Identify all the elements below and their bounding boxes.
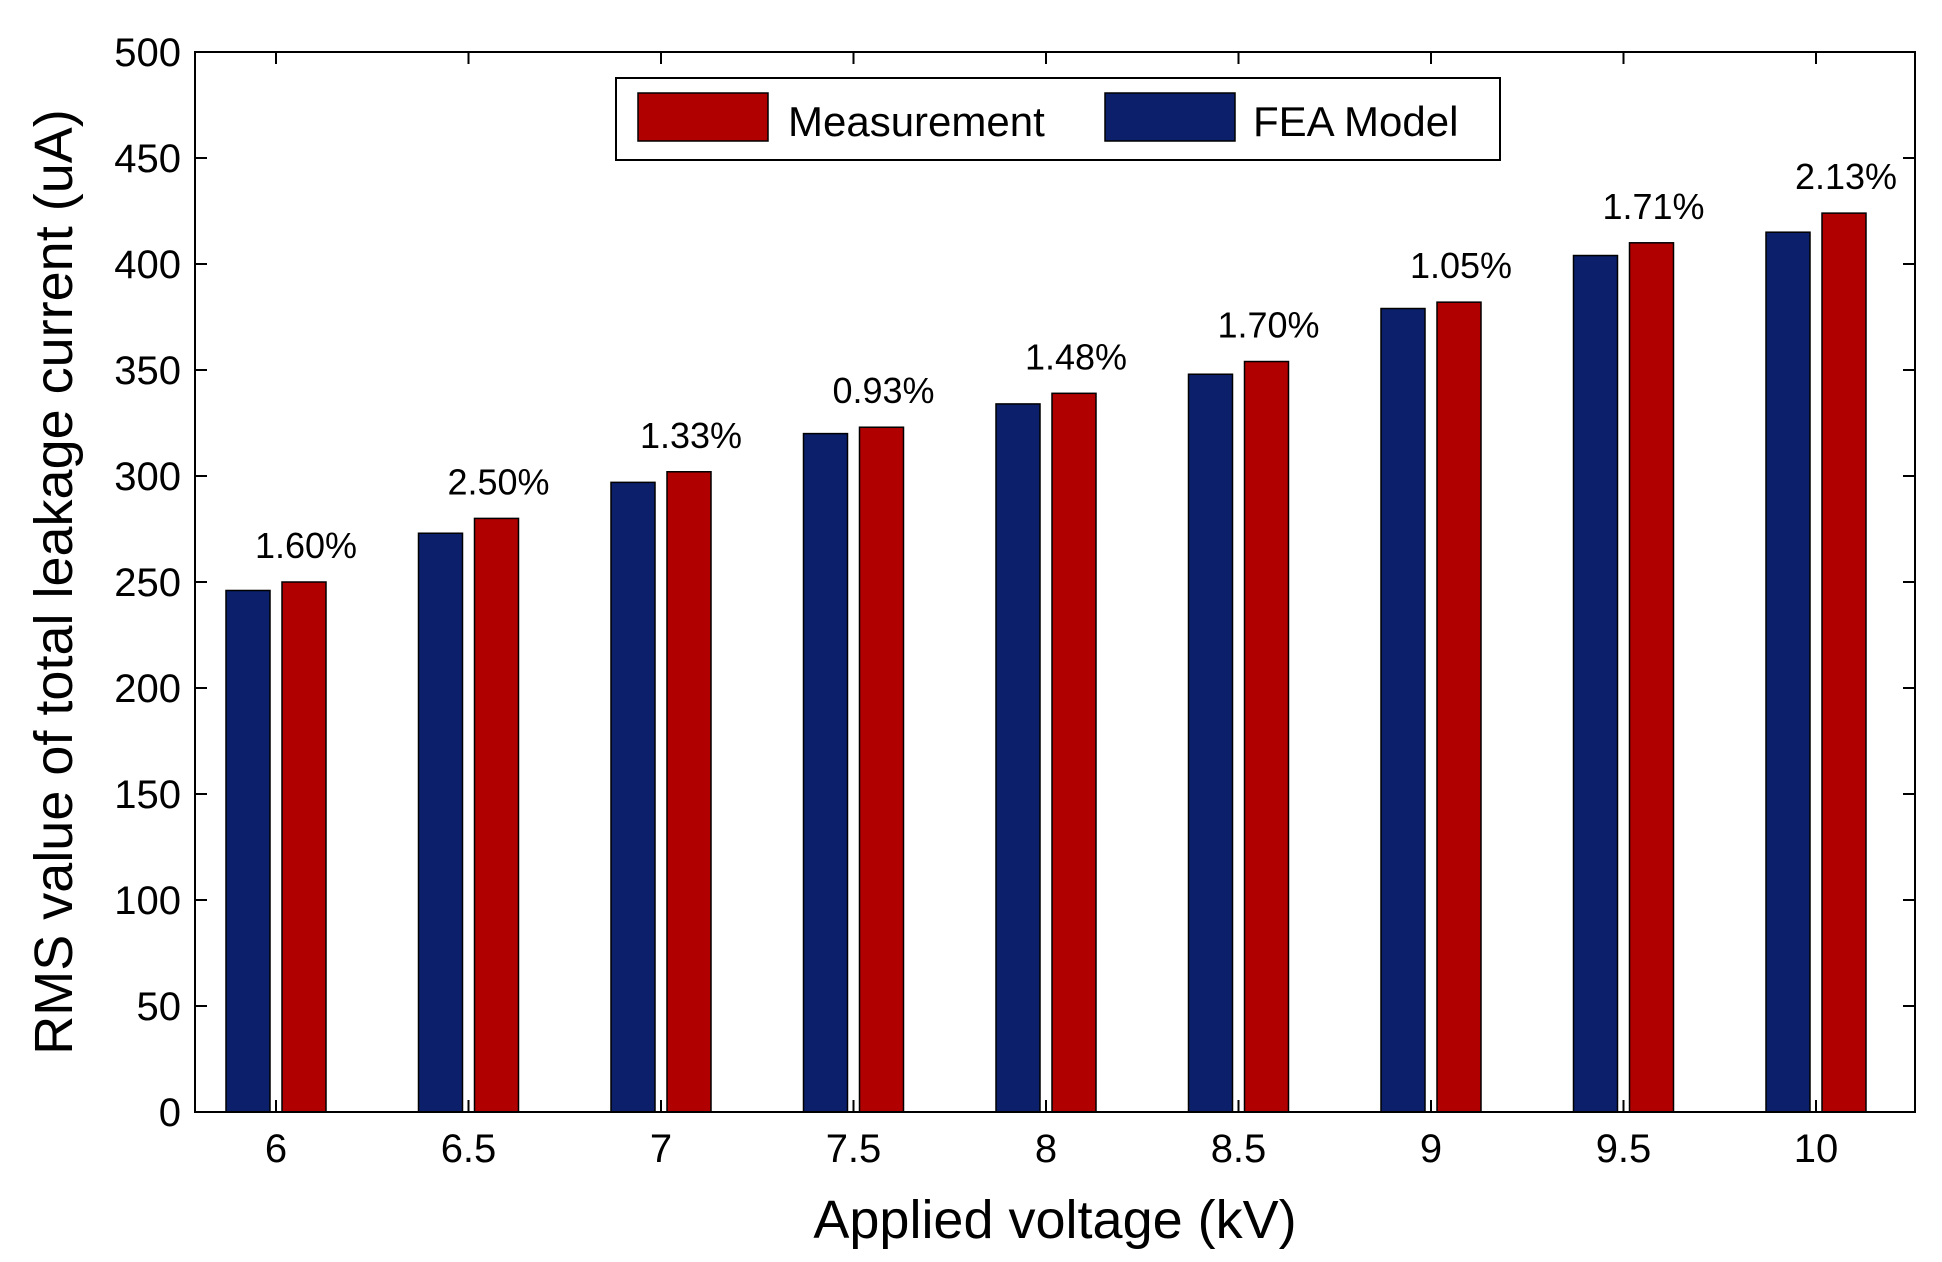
legend: Measurement FEA Model <box>615 77 1501 161</box>
bar-data-label: 2.50% <box>447 461 549 502</box>
x-tick-label: 10 <box>1794 1127 1839 1171</box>
bar-data-label: 1.48% <box>1025 336 1127 377</box>
x-tick-label: 7.5 <box>826 1127 882 1171</box>
y-tick-label: 50 <box>137 985 182 1029</box>
x-axis-title: Applied voltage (kV) <box>813 1190 1296 1250</box>
y-axis-title: RMS value of total leakage current (uA) <box>24 109 84 1054</box>
bar-fea-model <box>1572 254 1619 1113</box>
bar-fea-model <box>1187 373 1234 1113</box>
y-tick-label: 400 <box>114 243 181 287</box>
x-tick-label: 9 <box>1420 1127 1442 1171</box>
data-labels: 1.60% 2.50% 1.33% 0.93% 1.48% 1.70% 1.05% 1.71%… <box>255 156 1897 566</box>
bar-measurement <box>1821 212 1867 1113</box>
bar-measurement <box>858 426 905 1113</box>
x-tick-label: 8.5 <box>1211 1127 1267 1171</box>
bar-fea-model <box>1380 307 1426 1113</box>
bar-measurement <box>1051 392 1097 1113</box>
x-tick-label: 7 <box>650 1127 672 1171</box>
y-tick-label: 150 <box>114 773 181 817</box>
bar-fea-model <box>995 403 1041 1113</box>
y-tick-label: 0 <box>159 1091 181 1135</box>
bar-measurement <box>666 471 712 1113</box>
x-axis: 6 6.5 7 7.5 8 8.5 9 9.5 10 <box>265 52 1838 1171</box>
bar-fea-model <box>225 589 271 1113</box>
bar-data-label: 1.05% <box>1410 245 1512 286</box>
x-tick-label: 6 <box>265 1127 287 1171</box>
bar-data-label: 1.33% <box>640 415 742 456</box>
bar-measurement <box>1628 242 1675 1113</box>
bar-fea-model <box>802 432 849 1113</box>
y-tick-label: 250 <box>114 561 181 605</box>
bar-measurement <box>1436 301 1482 1113</box>
legend-label-measurement: Measurement <box>788 98 1045 145</box>
bar-data-label: 0.93% <box>832 370 934 411</box>
y-tick-label: 100 <box>114 879 181 923</box>
bar-measurement <box>281 581 327 1113</box>
y-tick-label: 200 <box>114 667 181 711</box>
bar-fea-model <box>1765 231 1811 1113</box>
x-tick-label: 9.5 <box>1596 1127 1652 1171</box>
y-tick-label: 500 <box>114 31 181 75</box>
y-tick-label: 450 <box>114 137 181 181</box>
bar-fea-model <box>417 532 464 1113</box>
plot-frame <box>194 51 1916 1113</box>
bar-series <box>225 212 1867 1113</box>
bar-data-label: 2.13% <box>1795 156 1897 197</box>
legend-label-fea-model: FEA Model <box>1253 98 1458 145</box>
legend-swatch-fea-model <box>1104 92 1236 142</box>
y-axis: 0 50 100 150 200 250 300 350 400 450 500 <box>114 31 1915 1135</box>
x-tick-label: 6.5 <box>441 1127 497 1171</box>
bar-data-label: 1.60% <box>255 525 357 566</box>
x-tick-label: 8 <box>1035 1127 1057 1171</box>
bar-data-label: 1.70% <box>1217 305 1319 346</box>
y-tick-label: 300 <box>114 455 181 499</box>
legend-swatch-measurement <box>637 92 769 142</box>
bar-data-label: 1.71% <box>1602 186 1704 227</box>
bar-fea-model <box>610 481 656 1113</box>
bar-measurement <box>1243 360 1290 1113</box>
bar-measurement <box>473 517 520 1113</box>
y-tick-label: 350 <box>114 349 181 393</box>
